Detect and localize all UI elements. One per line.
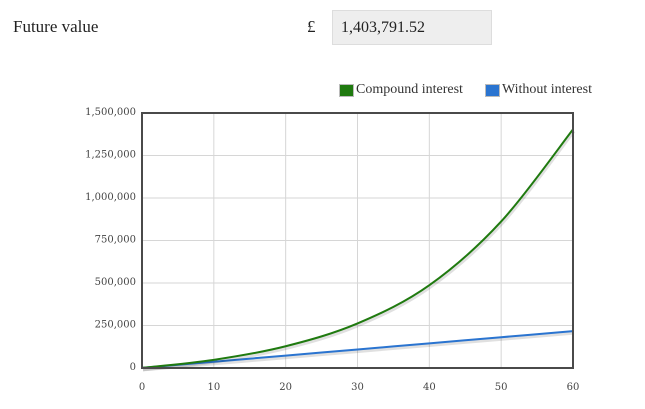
x-tick-label: 20 (279, 382, 292, 393)
future-value-text: 1,403,791.52 (341, 18, 425, 36)
y-tick-label: 1,250,000 (85, 150, 136, 161)
x-tick-label: 50 (495, 382, 508, 393)
x-tick-label: 0 (139, 382, 145, 393)
y-tick-label: 0 (130, 362, 136, 373)
legend-swatch-compound (339, 83, 354, 97)
legend-label-compound: Compound interest (356, 82, 463, 97)
x-tick-label: 30 (351, 382, 364, 393)
series-line-without-interest (141, 330, 574, 369)
x-tick-label: 60 (567, 382, 580, 393)
plot-frame (141, 112, 574, 369)
legend-label-without: Without interest (501, 82, 592, 97)
y-tick-label: 1,000,000 (85, 192, 136, 203)
y-tick-label: 250,000 (95, 320, 136, 331)
x-tick-label: 10 (207, 382, 220, 393)
future-value-label: Future value (13, 17, 99, 36)
legend-swatch-without (484, 83, 500, 97)
series-shadow (142, 130, 576, 372)
legend-item-compound[interactable]: Compound interest (339, 82, 463, 98)
series-shadow (142, 331, 575, 372)
currency-symbol: £ (307, 17, 316, 36)
y-tick-label: 750,000 (95, 235, 136, 246)
y-tick-label: 1,500,000 (85, 107, 136, 118)
legend-item-without[interactable]: Without interest (484, 82, 592, 98)
x-tick-label: 40 (423, 382, 436, 393)
future-value-field[interactable]: 1,403,791.52 (332, 10, 492, 45)
y-tick-label: 500,000 (95, 277, 136, 288)
series-line-compound-interest (141, 128, 574, 369)
chart-legend: Compound interest Without interest (339, 82, 592, 98)
